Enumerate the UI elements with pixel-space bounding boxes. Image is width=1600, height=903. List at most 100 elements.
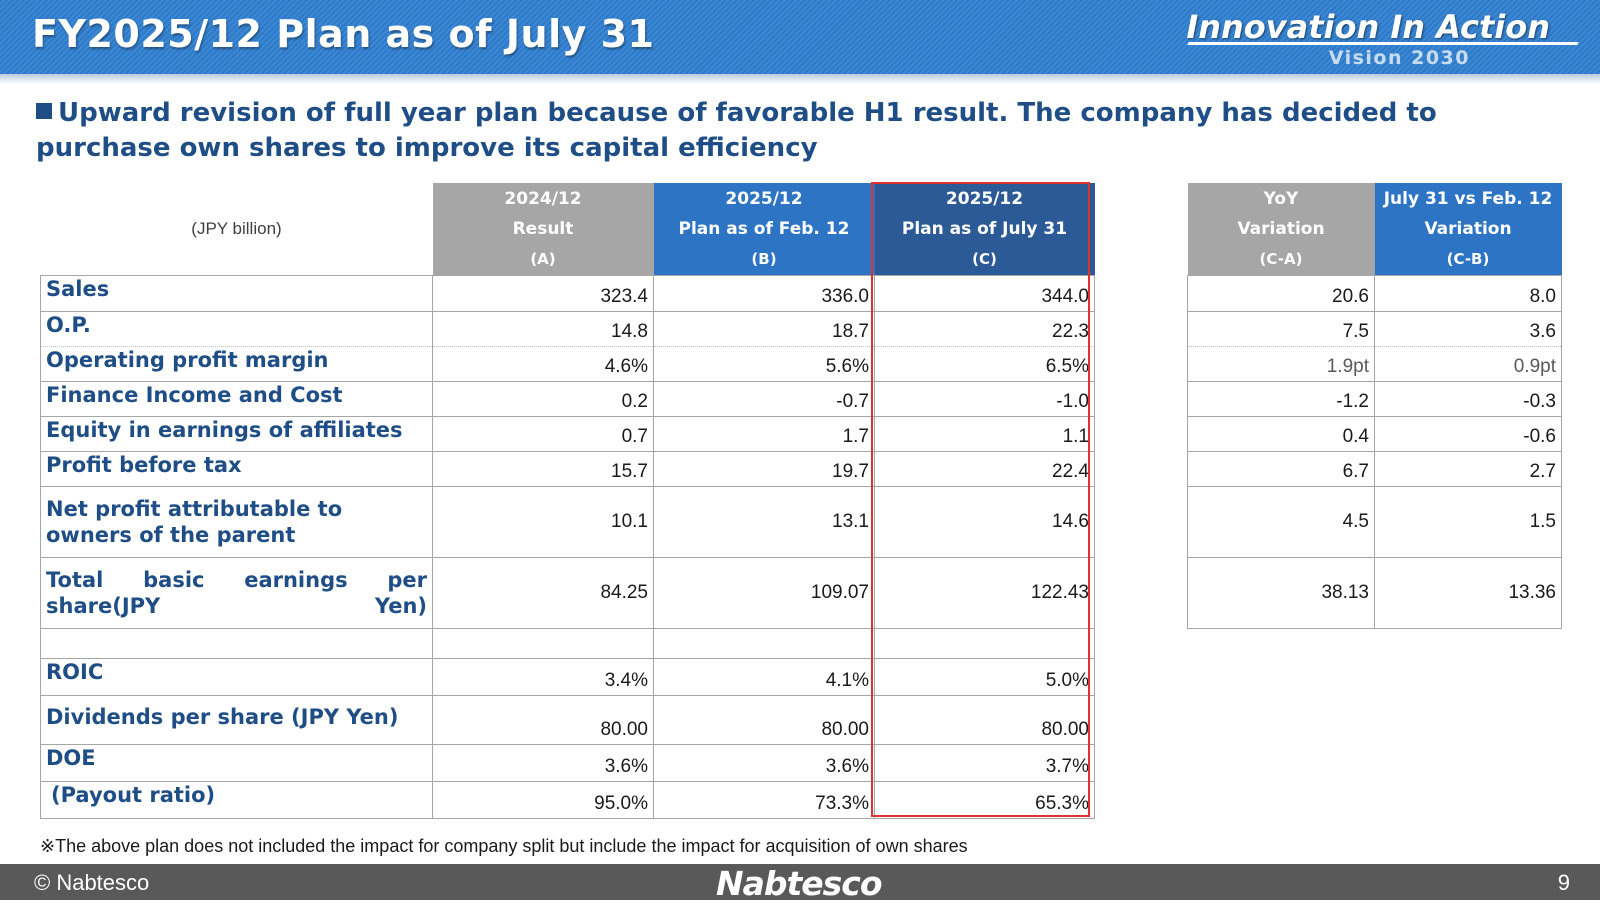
cell-a: 95.0% (432, 781, 654, 819)
spacer-cell (40, 628, 433, 659)
page-title: FY2025/12 Plan as of July 31 (32, 12, 655, 56)
row-label: Net profit attributable to owners of the… (40, 486, 433, 558)
cell-b: 80.00 (653, 695, 875, 745)
table-row-dps: Dividends per share (JPY Yen) 80.00 80.0… (40, 695, 1095, 745)
cell-a: 14.8 (432, 311, 654, 347)
column-header-line: 2025/12 (725, 189, 803, 209)
cell-ca: 0.4 (1187, 416, 1375, 452)
variation-row: 6.7 2.7 (1187, 451, 1562, 487)
cell-c: 80.00 (874, 695, 1095, 745)
table-row-equity: Equity in earnings of affiliates 0.7 1.7… (40, 416, 1095, 452)
cell-b: 4.1% (653, 658, 875, 696)
row-label: O.P. (40, 311, 433, 347)
cell-cb: 1.5 (1374, 486, 1562, 558)
cell-a: 0.7 (432, 416, 654, 452)
row-label: Equity in earnings of affiliates (40, 416, 433, 452)
cell-cb: -0.6 (1374, 416, 1562, 452)
cell-c: 14.6 (874, 486, 1095, 558)
cell-ca: 20.6 (1187, 275, 1375, 312)
column-header-line: (C-A) (1259, 250, 1303, 268)
cell-b: 18.7 (653, 311, 875, 347)
row-label: Operating profit margin (40, 346, 433, 382)
vision-logo-subtitle: Vision 2030 (1328, 47, 1470, 69)
cell-c: 5.0% (874, 658, 1095, 696)
cell-b: 109.07 (653, 557, 875, 629)
column-header-line: YoY (1263, 189, 1299, 209)
cell-b: 13.1 (653, 486, 875, 558)
company-logo: Nabtesco (716, 864, 883, 903)
cell-a: 10.1 (432, 486, 654, 558)
table-row-roic: ROIC 3.4% 4.1% 5.0% (40, 658, 1095, 696)
row-label: Dividends per share (JPY Yen) (40, 695, 433, 745)
cell-a: 84.25 (432, 557, 654, 629)
cell-c: 3.7% (874, 744, 1095, 782)
table-row-eps: Total basic earnings per share(JPY Yen) … (40, 557, 1095, 629)
cell-ca: 6.7 (1187, 451, 1375, 487)
cell-c: 122.43 (874, 557, 1095, 629)
cell-ca: 38.13 (1187, 557, 1375, 629)
vision-logo-underline (1187, 42, 1579, 45)
row-label: DOE (40, 744, 433, 782)
column-header-line: Variation (1424, 219, 1512, 239)
cell-b: 336.0 (653, 275, 875, 312)
cell-b: -0.7 (653, 381, 875, 417)
column-header-line: 2025/12 (945, 189, 1024, 209)
cell-b: 5.6% (653, 346, 875, 382)
row-label: Profit before tax (40, 451, 433, 487)
cell-ca: 4.5 (1187, 486, 1375, 558)
cell-c: -1.0 (874, 381, 1095, 417)
variation-row: 4.5 1.5 (1187, 486, 1562, 558)
cell-a: 3.6% (432, 744, 654, 782)
table-row-sales: Sales 323.4 336.0 344.0 (40, 275, 1095, 312)
column-header-line: Result (512, 219, 574, 239)
cell-c: 65.3% (874, 781, 1095, 819)
cell-b: 19.7 (653, 451, 875, 487)
cell-b: 3.6% (653, 744, 875, 782)
column-header-line: (C-B) (1446, 250, 1490, 268)
column-header-line: Plan as of July 31 (901, 219, 1068, 239)
cell-c: 344.0 (874, 275, 1095, 312)
table-row-op-margin: Operating profit margin 4.6% 5.6% 6.5% (40, 346, 1095, 382)
copyright: © Nabtesco (34, 870, 150, 895)
cell-b: 73.3% (653, 781, 875, 819)
cell-cb: 8.0 (1374, 275, 1562, 312)
cell-c: 1.1 (874, 416, 1095, 452)
row-label: Sales (40, 275, 433, 312)
column-header-july-vs-feb: July 31 vs Feb. 12 Variation (C-B) (1374, 183, 1562, 276)
footer-bar: © Nabtesco Nabtesco 9 (0, 864, 1600, 903)
row-label: Total basic earnings per share(JPY Yen) (40, 557, 433, 629)
headline: Upward revision of full year plan becaus… (36, 96, 1566, 166)
variation-row: -1.2 -0.3 (1187, 381, 1562, 417)
row-label: ROIC (40, 658, 433, 696)
variation-row: 1.9pt 0.9pt (1187, 346, 1562, 382)
footnote: ※The above plan does not included the im… (40, 836, 968, 856)
column-header-line: (B) (751, 250, 777, 268)
row-label: Finance Income and Cost (40, 381, 433, 417)
column-header-line: Plan as of Feb. 12 (678, 219, 850, 239)
cell-ca: 7.5 (1187, 311, 1375, 347)
cell-a: 15.7 (432, 451, 654, 487)
variation-table: YoY Variation (C-A) July 31 vs Feb. 12 V… (1187, 183, 1562, 629)
column-header-line: Variation (1237, 219, 1325, 239)
column-header-plan-c: 2025/12 Plan as of July 31 (C) (874, 183, 1095, 276)
vision-logo: Innovation In Action (1186, 8, 1550, 46)
cell-cb: 2.7 (1374, 451, 1562, 487)
column-header-line: (A) (530, 250, 556, 268)
spacer-cell (653, 628, 875, 659)
cell-ca: -1.2 (1187, 381, 1375, 417)
headline-text: Upward revision of full year plan becaus… (36, 98, 1437, 163)
variation-row: 0.4 -0.6 (1187, 416, 1562, 452)
square-bullet-icon (36, 103, 52, 119)
plan-table: (JPY billion) 2024/12 Result (A) 2025/12… (40, 183, 1095, 819)
column-header-line: (C) (972, 250, 997, 268)
header-bar: FY2025/12 Plan as of July 31 Innovation … (0, 0, 1600, 74)
cell-cb: 3.6 (1374, 311, 1562, 347)
cell-a: 323.4 (432, 275, 654, 312)
unit-label: (JPY billion) (191, 219, 282, 238)
cell-ca: 1.9pt (1187, 346, 1375, 382)
table-spacer-row (40, 628, 1095, 659)
variation-row: 7.5 3.6 (1187, 311, 1562, 347)
cell-b: 1.7 (653, 416, 875, 452)
cell-cb: 13.36 (1374, 557, 1562, 629)
page-number: 9 (1557, 870, 1570, 895)
